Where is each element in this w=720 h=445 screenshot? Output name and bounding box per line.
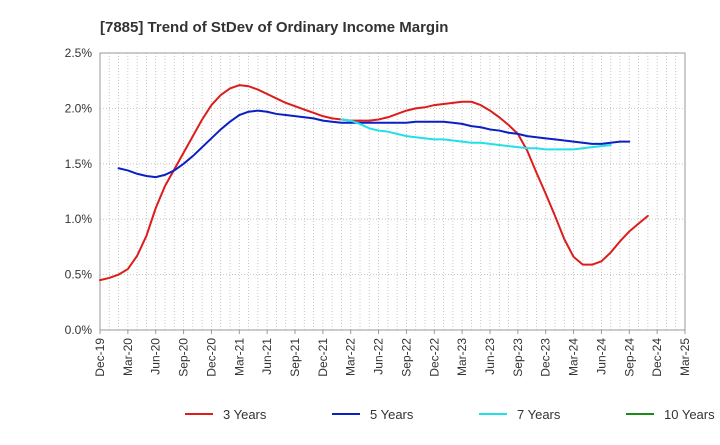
- legend-label: 3 Years: [223, 407, 267, 422]
- plot-frame: [99, 52, 686, 331]
- x-tick-label: Jun-22: [372, 338, 386, 375]
- y-tick-label: 2.0%: [65, 101, 93, 115]
- series-layer: [99, 84, 649, 282]
- y-tick-label: 0.0%: [65, 323, 93, 337]
- grid-layer: [99, 52, 686, 331]
- y-axis: 0.0% 0.5% 1.0% 1.5% 2.0% 2.5%: [65, 46, 93, 337]
- legend: 3 Years 5 Years 7 Years 10 Years: [185, 407, 715, 422]
- legend-label: 5 Years: [370, 407, 414, 422]
- series-line-7-years: [340, 118, 612, 151]
- x-tick-label: Sep-21: [288, 338, 302, 377]
- x-tick-label: Sep-23: [511, 338, 525, 377]
- x-tick-label: Mar-21: [232, 338, 246, 376]
- y-tick-label: 1.5%: [65, 157, 93, 171]
- x-tick-label: Mar-20: [121, 338, 135, 376]
- x-tick-label: Dec-23: [539, 338, 553, 377]
- y-tick-label: 1.0%: [65, 212, 93, 226]
- x-tick-label: Mar-23: [455, 338, 469, 376]
- x-tick-label: Sep-20: [177, 338, 191, 377]
- x-tick-label: Dec-22: [427, 338, 441, 377]
- x-tick-label: Dec-24: [650, 338, 664, 377]
- y-tick-label: 0.5%: [65, 268, 93, 282]
- x-tick-label: Jun-24: [594, 338, 608, 375]
- x-tick-label: Mar-22: [344, 338, 358, 376]
- chart-title: [7885] Trend of StDev of Ordinary Income…: [100, 19, 448, 36]
- x-tick-label: Mar-24: [567, 338, 581, 376]
- x-tick-label: Dec-20: [204, 338, 218, 377]
- series-line-5-years: [117, 109, 631, 179]
- y-tick-label: 2.5%: [65, 46, 93, 60]
- x-tick-label: Sep-24: [622, 338, 636, 377]
- x-tick-label: Dec-19: [93, 338, 107, 377]
- x-tick-label: Dec-21: [316, 338, 330, 377]
- x-axis: Dec-19 Mar-20 Jun-20 Sep-20 Dec-20 Mar-21 Jun-…: [93, 330, 692, 377]
- x-tick-label: Jun-20: [149, 338, 163, 375]
- series-line-3-years: [99, 84, 649, 282]
- x-tick-label: Jun-23: [483, 338, 497, 375]
- x-tick-label: Jun-21: [260, 338, 274, 375]
- legend-label: 7 Years: [517, 407, 561, 422]
- x-tick-label: Mar-25: [678, 338, 692, 376]
- x-tick-label: Sep-22: [399, 338, 413, 377]
- legend-label: 10 Years: [664, 407, 715, 422]
